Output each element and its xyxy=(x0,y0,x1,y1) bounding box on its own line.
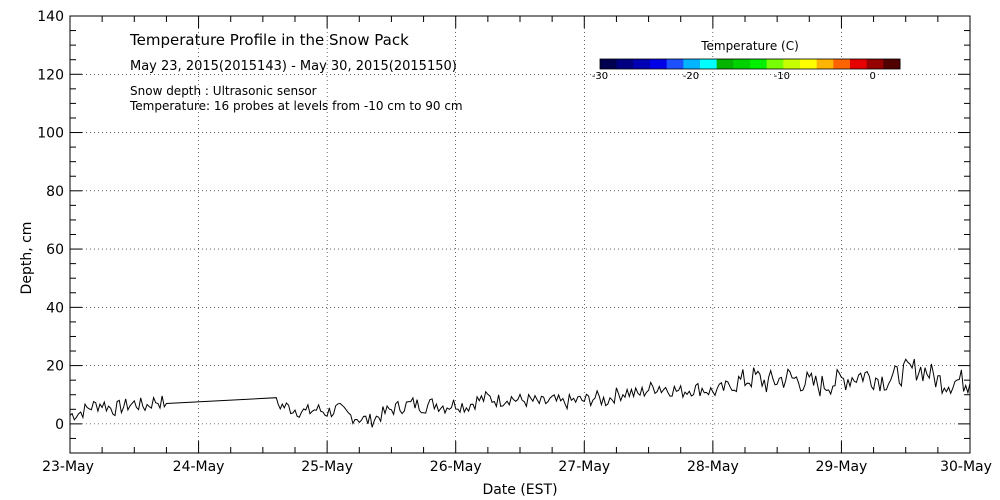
colorbar-segment xyxy=(816,59,834,69)
colorbar: -30 -20 -10 0 xyxy=(592,58,901,82)
colorbar-segment xyxy=(850,59,868,69)
colorbar-tick-label: 0 xyxy=(870,71,876,82)
y-tick-label: 0 xyxy=(55,417,64,433)
colorbar-segment xyxy=(650,59,668,69)
y-tick-label: 40 xyxy=(46,300,64,316)
plot-frame xyxy=(69,15,971,454)
colorbar-segment xyxy=(633,59,651,69)
x-tick-label: 26-May xyxy=(430,459,482,475)
y-tick-label: 140 xyxy=(37,9,64,25)
axis-ticks: 0 20 40 60 80 100 120 140 23-May 24-May 25-May 26-M… xyxy=(37,9,992,475)
colorbar-tick-label: -20 xyxy=(683,71,699,82)
annotation-temperature: Temperature: 16 probes at levels from -1… xyxy=(129,99,463,113)
colorbar-segment xyxy=(766,59,784,69)
y-tick-label: 80 xyxy=(46,184,64,200)
colorbar-segment xyxy=(883,59,901,69)
x-axis-label: Date (EST) xyxy=(482,482,557,498)
colorbar-segment xyxy=(716,59,734,69)
colorbar-segment xyxy=(600,59,618,69)
x-tick-label: 25-May xyxy=(301,459,353,475)
colorbar-frame xyxy=(599,58,901,70)
grid-lines xyxy=(70,16,970,453)
x-tick-label: 24-May xyxy=(173,459,225,475)
chart-subtitle: May 23, 2015(2015143) - May 30, 2015(201… xyxy=(130,59,457,74)
chart-title: Temperature Profile in the Snow Pack xyxy=(129,31,409,49)
colorbar-segment xyxy=(800,59,818,69)
colorbar-segment xyxy=(616,59,634,69)
annotation-snow-depth: Snow depth : Ultrasonic sensor xyxy=(130,84,317,98)
colorbar-segment xyxy=(700,59,718,69)
y-axis-label: Depth, cm xyxy=(19,222,35,295)
colorbar-tick-label: -30 xyxy=(592,71,608,82)
colorbar-segment xyxy=(866,59,884,69)
colorbar-tick-label: -10 xyxy=(774,71,790,82)
colorbar-segment xyxy=(683,59,701,69)
colorbar-segment xyxy=(833,59,851,69)
colorbar-segment xyxy=(666,59,684,69)
y-tick-label: 100 xyxy=(37,126,64,142)
y-tick-label: 20 xyxy=(46,359,64,375)
colorbar-segment xyxy=(733,59,751,69)
x-tick-label: 29-May xyxy=(816,459,868,475)
colorbar-segment xyxy=(783,59,801,69)
y-tick-label: 60 xyxy=(46,242,64,258)
x-tick-label: 30-May xyxy=(940,459,992,475)
x-tick-label: 28-May xyxy=(687,459,739,475)
x-tick-label: 27-May xyxy=(558,459,610,475)
snow-depth-line xyxy=(69,358,971,428)
x-tick-label: 23-May xyxy=(42,459,94,475)
plot-area xyxy=(69,358,971,428)
y-tick-label: 120 xyxy=(37,67,64,83)
colorbar-title: Temperature (C) xyxy=(700,39,799,53)
colorbar-segment xyxy=(750,59,768,69)
